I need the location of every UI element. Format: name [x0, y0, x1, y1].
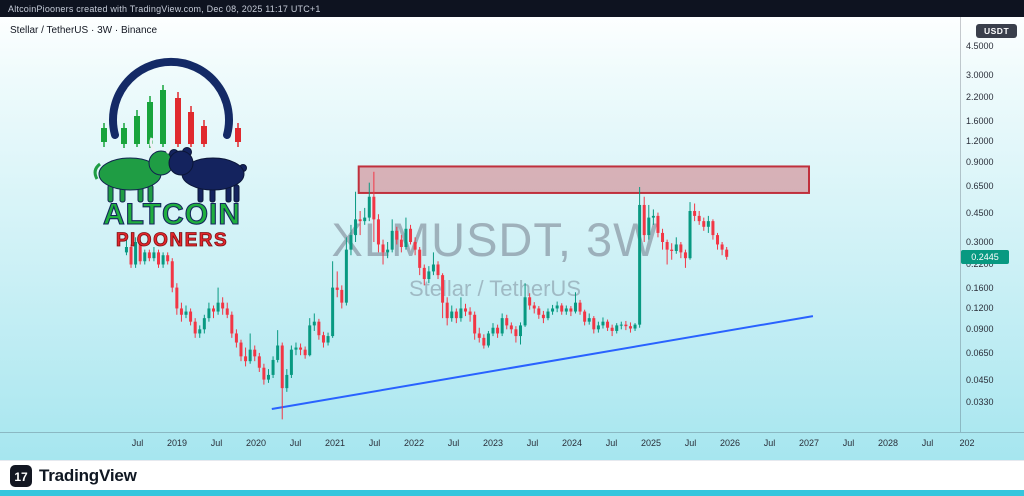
- price-axis-label: 0.3000: [966, 237, 994, 247]
- time-axis-label: Jul: [210, 438, 223, 448]
- watermark-symbol: XLMUSDT, 3W: [331, 213, 659, 266]
- time-axis-label: Jul: [921, 438, 934, 448]
- price-axis-label: 2.2000: [966, 92, 994, 103]
- price-axis-label: 1.6000: [966, 115, 994, 126]
- price-axis-label: 1.2000: [966, 136, 994, 147]
- time-axis-label: Jul: [447, 438, 460, 448]
- symbol-watermark: XLMUSDT, 3W Stellar / TetherUS: [30, 212, 960, 302]
- time-axis-label: Jul: [131, 438, 144, 448]
- attribution-bar: AltcoinPiooners created with TradingView…: [0, 0, 1024, 17]
- currency-toggle-usdt[interactable]: USDT: [976, 24, 1018, 38]
- watermark-name: Stellar / TetherUS: [408, 276, 581, 301]
- price-axis-label: 0.0650: [966, 347, 994, 358]
- time-axis-label: Jul: [289, 438, 302, 448]
- time-axis-label: Jul: [368, 438, 381, 448]
- price-axis-label: 0.0450: [966, 374, 994, 385]
- tradingview-footer[interactable]: 17 TradingView: [0, 460, 1024, 490]
- chart-background[interactable]: XLMUSDT, 3W Stellar / TetherUS: [0, 17, 1024, 460]
- price-axis-label: 0.1200: [966, 303, 994, 314]
- time-axis-label: 2025: [640, 438, 662, 448]
- time-axis-label: Jul: [684, 438, 697, 448]
- time-axis-separator: [0, 432, 1024, 433]
- time-axis-label: Jul: [526, 438, 539, 448]
- time-axis-label: 2024: [561, 438, 583, 448]
- price-axis-label: 0.0900: [966, 324, 994, 335]
- time-axis-label: 2026: [719, 438, 741, 448]
- tradingview-logo-icon[interactable]: 17: [10, 464, 32, 487]
- price-axis-label: 0.1600: [966, 282, 994, 293]
- price-axis-label: 0.2200: [966, 259, 994, 270]
- time-axis-label: 2027: [798, 438, 820, 448]
- price-axis-label: 0.4500: [966, 207, 994, 218]
- price-axis-label: 0.6500: [966, 180, 994, 191]
- tradingview-wordmark: TradingView: [39, 465, 137, 485]
- price-axis-label: 3.0000: [966, 70, 994, 80]
- price-axis-label: 4.5000: [966, 40, 994, 51]
- price-axis-label: 0.0330: [966, 397, 994, 408]
- attribution-text: AltcoinPiooners created with TradingView…: [8, 3, 321, 14]
- time-axis-label: 2028: [877, 438, 899, 448]
- price-axis-separator: [960, 17, 961, 432]
- time-axis-label: 2021: [324, 438, 346, 448]
- bottom-accent-strip: [0, 490, 1024, 496]
- price-axis[interactable]: 4.5000 3.0000 2.2000 1.6000 1.2000 0.9000 0.65…: [960, 0, 1024, 460]
- symbol-description[interactable]: Stellar / TetherUS · 3W · Binance: [10, 25, 158, 36]
- time-axis[interactable]: Jul 2019 Jul 2020 Jul 2021 Jul 2022 Jul 2023 Jul 20…: [0, 432, 1024, 460]
- time-axis-label: 2022: [403, 438, 425, 448]
- time-axis-label: 2019: [166, 438, 188, 448]
- time-axis-label: Jul: [763, 438, 776, 448]
- last-price-label: 0.2445: [961, 249, 1009, 264]
- time-axis-label: Jul: [605, 438, 618, 448]
- time-axis-label: 2023: [482, 438, 504, 448]
- price-axis-label: 0.9000: [966, 157, 994, 168]
- time-axis-label: 2020: [245, 438, 267, 448]
- time-axis-label: Jul: [842, 438, 855, 448]
- svg-text:17: 17: [14, 470, 28, 484]
- time-axis-label: 202: [959, 438, 975, 448]
